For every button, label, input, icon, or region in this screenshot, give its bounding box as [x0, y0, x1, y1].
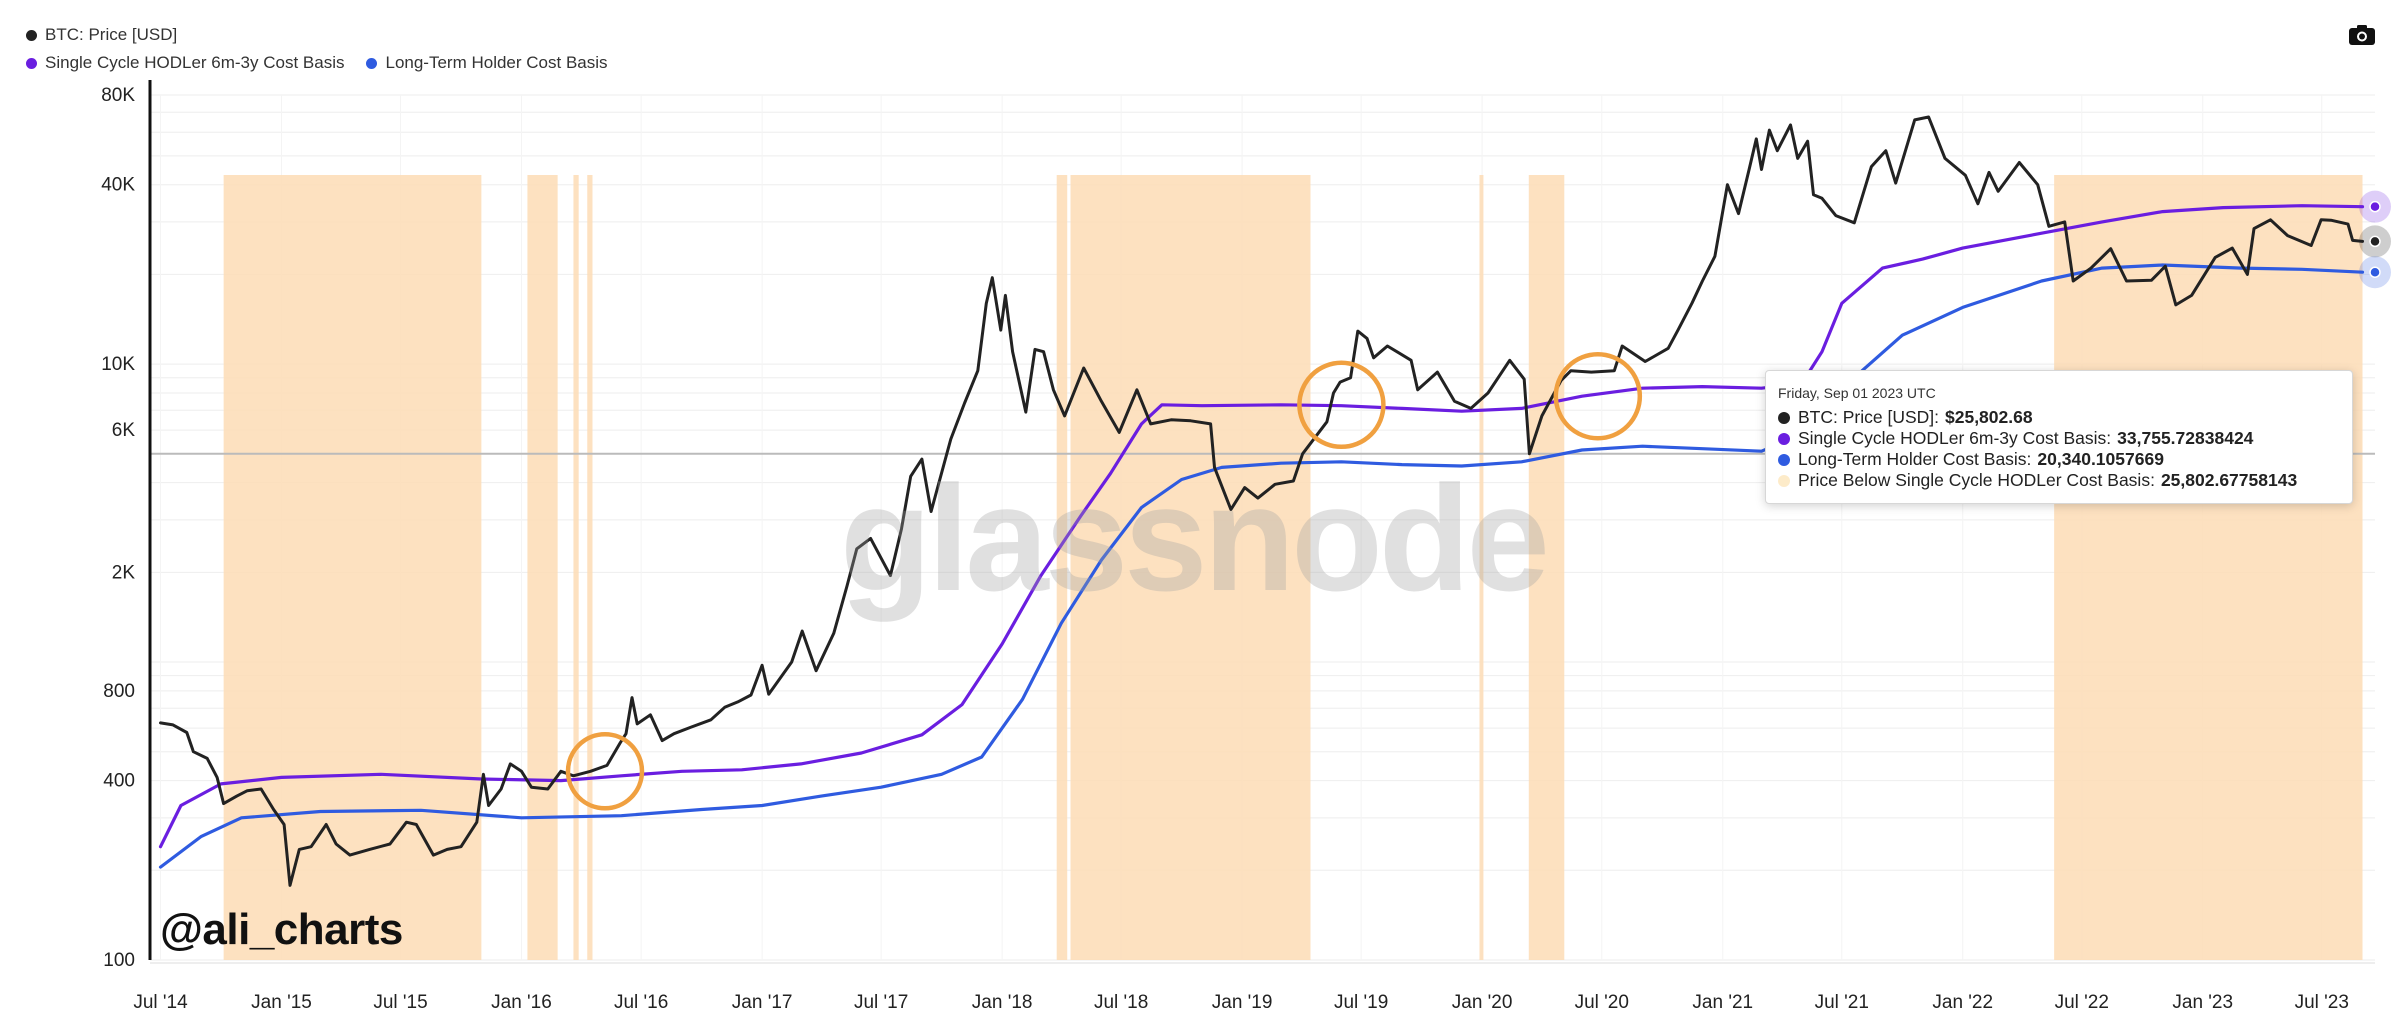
- tooltip-label-price: BTC: Price [USD]:: [1798, 407, 1939, 427]
- tooltip-dot-price: [1778, 411, 1790, 424]
- shaded-interval: [527, 175, 558, 960]
- y-tick-label: 80K: [101, 85, 135, 106]
- x-tick-label: Jul '16: [614, 992, 668, 1013]
- camera-icon[interactable]: [2348, 24, 2376, 46]
- series-line-single-cycle-cost-basis: [158, 204, 2365, 849]
- x-tick-label: Jan '23: [2172, 992, 2233, 1013]
- tooltip-value-lth: 20,340.1057669: [2037, 449, 2164, 469]
- tooltip-dot-lth: [1778, 453, 1790, 466]
- end-markers: [2359, 190, 2391, 289]
- series-lines: [158, 115, 2365, 887]
- y-tick-label: 6K: [112, 420, 136, 441]
- shaded-interval: [2054, 175, 2363, 960]
- end-marker-single-cycle: [2369, 200, 2381, 213]
- x-tick-label: Jul '20: [1575, 992, 1629, 1013]
- tooltip-row-lth: Long-Term Holder Cost Basis: 20,340.1057…: [1778, 449, 2164, 470]
- tooltip-row-below: Price Below Single Cycle HODLer Cost Bas…: [1778, 470, 2297, 491]
- highlight-rings: [565, 351, 1643, 811]
- legend-label-lth: Long-Term Holder Cost Basis: [385, 53, 608, 72]
- tooltip-label-single-cycle: Single Cycle HODLer 6m-3y Cost Basis:: [1798, 428, 2112, 448]
- series-line-lth-cost-basis: [158, 263, 2365, 869]
- author-handle: @ali_charts: [160, 905, 403, 954]
- shaded-interval: [573, 175, 579, 960]
- highlight-ring: [1553, 351, 1643, 441]
- shaded-interval: [587, 175, 593, 960]
- x-tick-label: Jul '17: [854, 992, 908, 1013]
- y-tick-label: 2K: [112, 562, 136, 583]
- legend-entry-lth[interactable]: Long-Term Holder Cost Basis: [366, 53, 608, 73]
- legend-label-btc-price: BTC: Price [USD]: [45, 25, 178, 44]
- x-tick-label: Jul '22: [2055, 992, 2109, 1013]
- tooltip-row-price: BTC: Price [USD]: $25,802.68: [1778, 407, 2033, 428]
- x-tick-label: Jul '18: [1094, 992, 1148, 1013]
- x-tick-label: Jul '21: [1815, 992, 1869, 1013]
- x-tick-label: Jul '14: [133, 992, 188, 1013]
- x-tick-label: Jan '21: [1692, 992, 1753, 1013]
- legend-row-2: Single Cycle HODLer 6m-3y Cost Basis Lon…: [26, 53, 608, 73]
- end-marker-lth: [2369, 266, 2381, 278]
- shaded-interval: [1528, 175, 1565, 960]
- y-tick-label: 100: [103, 950, 135, 971]
- y-tick-label: 400: [103, 771, 135, 792]
- tooltip-row-single-cycle: Single Cycle HODLer 6m-3y Cost Basis: 33…: [1778, 428, 2253, 449]
- x-tick-label: Jul '19: [1334, 992, 1388, 1013]
- shaded-intervals: [223, 175, 2363, 960]
- x-tick-label: Jan '20: [1452, 992, 1513, 1013]
- y-tick-label: 800: [103, 681, 135, 702]
- x-tick-label: Jan '16: [491, 992, 552, 1013]
- tooltip: Friday, Sep 01 2023 UTC BTC: Price [USD]…: [1765, 370, 2353, 504]
- legend-label-single-cycle: Single Cycle HODLer 6m-3y Cost Basis: [45, 53, 345, 72]
- tooltip-label-below: Price Below Single Cycle HODLer Cost Bas…: [1798, 470, 2155, 490]
- highlight-ring: [1297, 360, 1386, 450]
- legend-dot-single-cycle: [26, 57, 37, 69]
- x-tick-label: Jan '22: [1932, 992, 1993, 1013]
- legend-dot-btc-price: [26, 29, 37, 41]
- highlight-ring: [565, 732, 645, 811]
- end-marker-btc-price: [2369, 235, 2381, 248]
- tooltip-date: Friday, Sep 01 2023 UTC: [1778, 385, 1936, 401]
- legend-entry-single-cycle[interactable]: Single Cycle HODLer 6m-3y Cost Basis: [26, 53, 344, 73]
- tooltip-dot-below: [1778, 474, 1790, 487]
- legend-row-1: BTC: Price [USD]: [26, 25, 177, 45]
- tooltip-dot-single-cycle: [1778, 432, 1790, 445]
- x-tick-label: Jan '15: [251, 992, 312, 1013]
- x-tick-label: Jan '17: [732, 992, 793, 1013]
- x-tick-label: Jul '15: [373, 992, 427, 1013]
- shaded-interval: [1070, 175, 1311, 960]
- tooltip-value-below: 25,802.67758143: [2160, 470, 2298, 490]
- x-tick-label: Jan '19: [1212, 992, 1273, 1013]
- legend-dot-lth: [366, 57, 378, 69]
- shaded-interval: [223, 175, 482, 960]
- tooltip-value-single-cycle: 33,755.72838424: [2117, 428, 2254, 448]
- shaded-interval: [1056, 175, 1068, 960]
- x-tick-label: Jul '23: [2295, 992, 2349, 1013]
- y-tick-label: 40K: [101, 175, 135, 196]
- tooltip-label-lth: Long-Term Holder Cost Basis:: [1798, 449, 2032, 469]
- legend-entry-btc-price[interactable]: BTC: Price [USD]: [26, 25, 177, 45]
- tooltip-value-price: $25,802.68: [1945, 407, 2033, 427]
- y-tick-label: 10K: [101, 354, 135, 375]
- axes: 100 400 800 2K 6K 10K 40K 80K Jul '14 Jan '15 Jul …: [101, 80, 2375, 1013]
- shaded-interval: [1479, 175, 1484, 960]
- x-tick-label: Jan '18: [972, 992, 1033, 1013]
- series-line-btc-price: [159, 115, 2364, 887]
